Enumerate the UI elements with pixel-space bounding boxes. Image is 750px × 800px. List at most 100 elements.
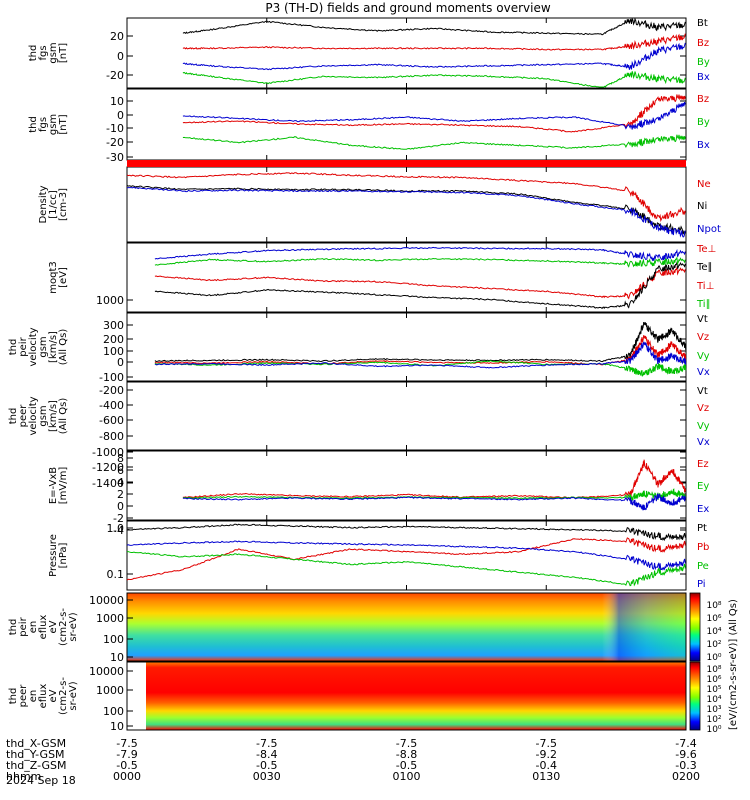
y-tick-label: 0.1 xyxy=(107,568,125,581)
y-tick-label: -4 xyxy=(113,524,124,537)
legend-label: Vt xyxy=(697,386,708,397)
legend-label: Vy xyxy=(697,421,710,432)
y-tick-label: 10 xyxy=(110,720,124,733)
y-tick-label: 1000 xyxy=(96,294,124,307)
y-tick-label: 4 xyxy=(117,476,124,489)
series-line xyxy=(182,493,687,511)
colorbar-tick-label: 10⁶ xyxy=(706,675,721,685)
y-tick-label: 300 xyxy=(103,319,124,332)
y-tick-label: 0 xyxy=(117,356,124,369)
series-line xyxy=(126,186,686,238)
panel-ylabel: moqt3[eV] xyxy=(48,261,69,294)
y-tick-label: 100 xyxy=(103,705,124,718)
y-tick-label: 8 xyxy=(117,452,124,465)
series-line xyxy=(182,17,686,36)
x-row-label: thd_Z-GSM xyxy=(6,759,66,772)
panel-frame xyxy=(126,381,687,451)
series-line xyxy=(182,42,686,71)
panel-ylabel: thdpeervelocitygsm[km/s](All Qs) xyxy=(8,396,69,435)
y-tick-label: 10000 xyxy=(89,594,124,607)
series-line xyxy=(154,260,686,310)
panels-group: 200-20thdfgsgsm[nT]BtBzByBx100-10-20-30t… xyxy=(8,17,721,591)
series-line xyxy=(126,184,686,236)
x-row-label: thd_Y-GSM xyxy=(6,748,65,761)
colorbar-tick-label: 10³ xyxy=(706,705,721,715)
legend-label: Bz xyxy=(697,38,709,49)
legend-label: Pb xyxy=(697,542,709,553)
x-row-value: -7.5 xyxy=(256,737,277,750)
legend-label: Te⊥ xyxy=(696,244,716,255)
panel-ylabel: thdfgsgsm[nT] xyxy=(28,42,69,63)
y-tick-label: 100 xyxy=(103,633,124,646)
x-row-value: -0.5 xyxy=(256,759,277,772)
legend-label: Bt xyxy=(697,18,708,29)
electron-spectrogram xyxy=(126,661,687,731)
colorbar-tick-label: 10⁶ xyxy=(706,614,721,624)
legend-label: Vz xyxy=(697,332,709,343)
date-label: 2024 Sep 18 xyxy=(6,774,76,787)
legend-label: Pi xyxy=(697,579,706,590)
y-tick-label: -20 xyxy=(106,136,124,149)
y-tick-label: -800 xyxy=(99,430,124,443)
colorbar-label: [eV/(cm2-s-sr-eV)] (All Qs) xyxy=(728,599,739,730)
series-line xyxy=(126,551,686,587)
colorbar-tick-label: 10⁵ xyxy=(706,685,721,695)
panel-ylabel: Pressure[nPa] xyxy=(48,534,69,577)
legend-label: Vx xyxy=(697,367,710,378)
x-row-value: -7.9 xyxy=(116,748,137,761)
colorbar-tick-label: 10⁰ xyxy=(706,725,721,735)
y-tick-label: 6 xyxy=(117,464,124,477)
density-top-bar xyxy=(127,160,686,167)
series-line xyxy=(182,134,686,150)
legend-label: Npot xyxy=(697,224,721,235)
legend-label: Vz xyxy=(697,403,709,414)
legend-label: Ez xyxy=(697,459,709,470)
legend-label: Ni xyxy=(697,201,707,212)
legend-label: Pt xyxy=(697,523,707,534)
colorbar-tick-label: 10⁸ xyxy=(706,601,721,611)
x-row-value: -8.4 xyxy=(256,748,277,761)
spectrogram-ylabel: thdpeerenefluxeV(cm2-s-sr-eV) xyxy=(8,677,79,715)
colorbar-tick-label: 10² xyxy=(706,640,721,650)
x-row-value: -0.4 xyxy=(536,759,557,772)
figure-title: P3 (TH-D) fields and ground moments over… xyxy=(265,1,550,15)
colorbar-tick-label: 10² xyxy=(706,715,721,725)
ion-spectrogram xyxy=(126,592,687,662)
legend-label: Bx xyxy=(697,72,710,83)
x-row-value: -9.2 xyxy=(536,748,557,761)
legend-label: Vx xyxy=(697,437,710,448)
panel-ylabel: thdpeirvelocitygsm[km/s](All Qs) xyxy=(8,327,69,366)
series-line xyxy=(154,255,686,268)
y-tick-label: 100 xyxy=(103,345,124,358)
y-tick-label: 200 xyxy=(103,333,124,346)
panel-frame xyxy=(126,312,687,382)
x-row-value: -7.4 xyxy=(675,737,696,750)
series-line xyxy=(154,321,687,363)
y-tick-label: -400 xyxy=(99,399,124,412)
y-tick-label: -1000 xyxy=(92,446,124,459)
series-line xyxy=(126,523,686,542)
legend-label: By xyxy=(697,117,710,128)
series-line xyxy=(182,101,686,130)
x-row-value: 0130 xyxy=(532,770,560,783)
x-row-value: -9.6 xyxy=(675,748,696,761)
series-line xyxy=(154,341,687,369)
x-row-label: thd_X-GSM xyxy=(6,737,66,750)
x-row-value: 0000 xyxy=(113,770,141,783)
series-line xyxy=(154,246,686,262)
legend-label: Bx xyxy=(697,140,710,151)
series-line xyxy=(126,172,686,223)
y-tick-label: 1.0 xyxy=(107,522,125,535)
legend-label: Bz xyxy=(697,94,709,105)
y-tick-label: -1400 xyxy=(92,477,124,490)
panel-ylabel: thdfgsgsm[nT] xyxy=(28,114,69,135)
x-row-value: -7.5 xyxy=(536,737,557,750)
y-tick-label: 1000 xyxy=(96,684,124,697)
panel-ylabel: Density[1/cc][cm-3] xyxy=(38,185,69,223)
panel-frame xyxy=(126,17,687,89)
series-line xyxy=(182,94,686,133)
y-tick-label: 0 xyxy=(117,500,124,513)
legend-label: Vy xyxy=(697,351,710,362)
